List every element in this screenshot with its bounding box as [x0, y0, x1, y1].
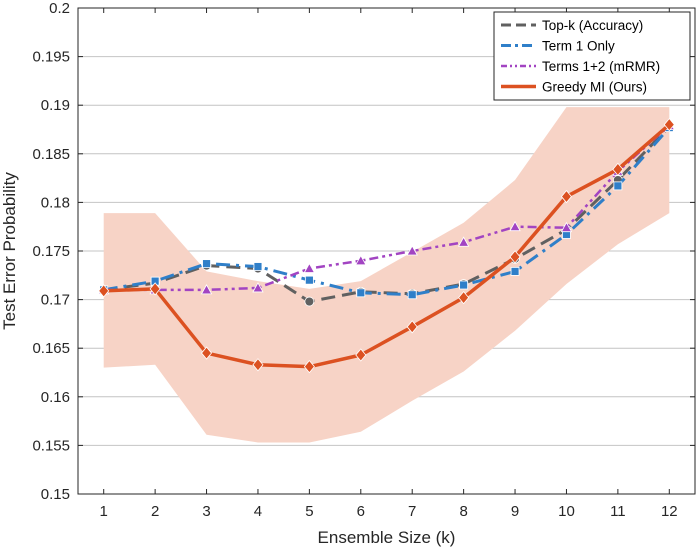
data-point: [356, 288, 366, 298]
data-point: [406, 320, 418, 334]
data-point: [355, 254, 367, 266]
y-tick-label: 0.15: [41, 486, 70, 503]
data-point: [560, 221, 573, 233]
x-axis-label: Ensemble Size (k): [318, 528, 456, 547]
series-3: [98, 118, 675, 374]
data-point: [613, 181, 623, 191]
data-point: [149, 282, 161, 296]
ticks: 0.15 0.155 0.16 0.165 0.17 0.175 0.18 0.185 0.19…: [32, 0, 695, 520]
x-tick-label: 9: [511, 503, 519, 520]
data-point: [98, 284, 110, 298]
data-point: [200, 284, 213, 295]
x-tick-label: 6: [357, 503, 365, 520]
y-tick-label: 0.19: [41, 97, 70, 114]
y-tick-label: 0.195: [32, 49, 70, 66]
data-point: [355, 348, 367, 362]
data-point: [407, 290, 417, 300]
y-tick-label: 0.18: [41, 194, 70, 211]
x-tick-label: 5: [305, 503, 313, 520]
legend-label: Top-k (Accuracy): [542, 18, 643, 33]
series-1: [99, 123, 674, 300]
data-point: [612, 162, 624, 176]
legend-label: Terms 1+2 (mRMR): [542, 59, 660, 74]
x-tick-label: 12: [661, 503, 678, 520]
y-tick-label: 0.175: [32, 243, 70, 260]
x-tick-label: 8: [459, 503, 467, 520]
legend-label: Term 1 Only: [542, 39, 615, 54]
confidence-band: [103, 107, 670, 443]
data-point: [252, 282, 264, 293]
legend-label: Greedy MI (Ours): [542, 80, 647, 95]
y-tick-label: 0.185: [32, 146, 70, 163]
data-point: [202, 259, 211, 269]
series-line: [103, 125, 671, 304]
data-point: [201, 346, 213, 360]
x-tick-label: 3: [202, 503, 210, 520]
data-point: [253, 262, 263, 271]
x-tick-label: 1: [100, 503, 108, 520]
series-line: [103, 124, 671, 292]
series-line: [103, 126, 671, 297]
data-point: [303, 262, 316, 273]
data-point: [457, 236, 470, 247]
y-tick-label: 0.155: [32, 437, 70, 454]
series-line: [103, 123, 671, 369]
y-tick-label: 0.16: [41, 389, 70, 406]
x-tick-label: 10: [558, 503, 575, 520]
y-tick-label: 0.17: [41, 292, 70, 309]
data-point: [304, 275, 314, 285]
x-tick-label: 11: [610, 503, 626, 520]
data-point: [663, 118, 675, 132]
data-point: [304, 296, 315, 307]
x-tick-label: 4: [254, 503, 262, 520]
confidence-band-area: [103, 107, 670, 443]
x-tick-label: 7: [408, 503, 416, 520]
data-point: [458, 291, 470, 305]
data-point: [406, 245, 418, 256]
data-point: [459, 280, 469, 290]
legend: Top-k (Accuracy) Term 1 Only Terms 1+2 (mR…: [493, 11, 691, 101]
data-point: [303, 360, 315, 374]
y-tick-label: 0.165: [32, 340, 70, 357]
y-tick-label: 0.2: [49, 0, 70, 17]
data-point: [252, 358, 264, 372]
series-group: [98, 118, 675, 374]
data-point: [510, 267, 520, 276]
data-point: [560, 189, 572, 204]
y-axis-label: Test Error Probability: [0, 172, 19, 330]
data-point: [509, 220, 521, 232]
x-tick-label: 2: [151, 503, 159, 520]
data-point: [509, 250, 521, 264]
